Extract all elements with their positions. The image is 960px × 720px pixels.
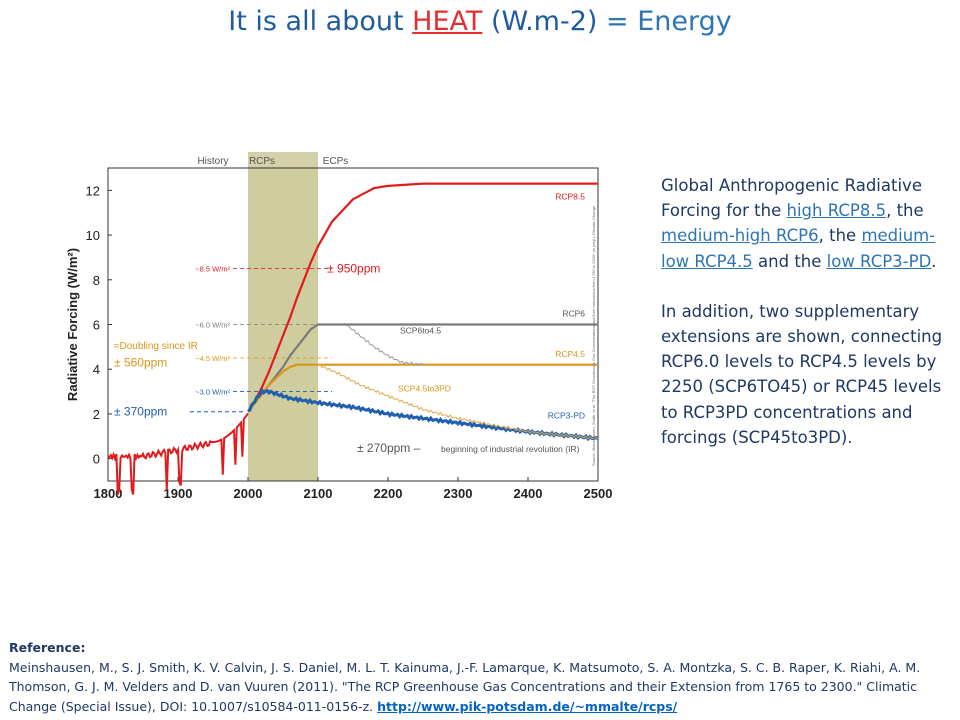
annotation-270ppm-note: beginning of industrial revolution (IR) [441,444,580,454]
series-line-rcp4-5 [247,363,598,413]
period-label: ECPs [323,156,349,167]
x-tick-label: 1800 [94,486,123,501]
level-label: ~3.0 W/m² [195,388,230,397]
x-tick-label: 2500 [584,486,613,501]
radiative-forcing-chart: History RCPs ECPs 0 2 4 6 8 10 12 1800 1900 2000 2100… [65,152,613,501]
desc-text-5: . [931,251,937,271]
annotation-950ppm: ± 950ppm [327,262,380,276]
desc-text-3: , the [818,226,862,246]
series-line-rcp6 [247,323,598,413]
x-tick-label: 2400 [514,486,543,501]
desc-text-1: Global Anthropogenic Radiative Forcing f… [661,176,922,221]
x-tick-label: 2300 [444,486,473,501]
description: Global Anthropogenic Radiative Forcing f… [661,173,953,475]
period-band [108,152,598,168]
history-line [107,412,249,495]
series-line-scp4-5to3pd [317,363,599,440]
series-label: RCP3-PD [548,410,585,420]
y-tick-label: 10 [86,228,100,243]
reference-text: Meinshausen, M., S. J. Smith, K. V. Calv… [9,659,921,714]
y-tick-label: 2 [93,407,100,422]
annotation-560ppm: ± 560ppm [114,356,167,370]
annotation-270ppm: ± 270ppm – [357,441,421,455]
x-tick-label: 2100 [304,486,333,501]
series-label: RCP8.5 [555,191,585,201]
title-heat: HEAT [412,6,483,37]
series-label: RCP6 [562,309,585,319]
y-tick-label: 6 [93,318,100,333]
y-tick-label: 0 [93,452,100,467]
y-tick-label: 8 [93,273,100,288]
x-tick-label: 1900 [164,486,193,501]
y-tick-label: 12 [86,183,100,198]
annotation-370ppm: ± 370ppm [114,405,167,419]
desc-text-4: and the [752,251,827,271]
series-label: SCP4.5to3PD [398,384,451,394]
annotation-doubling: ≈Doubling since IR [114,341,198,352]
description-paragraph-1: Global Anthropogenic Radiative Forcing f… [661,173,953,274]
series-line-rcp8-5 [247,182,598,413]
link-rcp6[interactable]: medium-high RCP6 [661,226,819,246]
title-part2: (W.m-2) [482,6,598,37]
y-tick-label: 4 [93,362,100,377]
period-label: History [197,156,228,167]
link-rcp3pd[interactable]: low RCP3-PD [826,251,932,271]
period-label: RCPs [249,156,275,167]
desc-text-2: , the [886,201,924,221]
title-part3: = Energy [597,6,732,37]
reference: Reference: Meinshausen, M., S. J. Smith,… [9,638,954,716]
series-label: SCP6to4.5 [400,325,441,335]
reference-url[interactable]: http://www.pik-potsdam.de/~mmalte/rcps/ [377,698,678,714]
series-label: RCP4.5 [555,349,585,359]
series-line-scp6to4-5 [345,324,424,367]
x-tick-label: 2200 [374,486,403,501]
level-label: ~6.0 W/m² [195,321,230,330]
title-part1: It is all about [228,6,413,37]
source-note: Source: Meinshausen, Smith, et al. "The … [591,205,596,466]
link-rcp45[interactable]: medium-low RCP4.5 [661,226,936,271]
page-title: It is all about HEAT (W.m-2) = Energy [0,6,960,37]
y-axis-label: Radiative Forcing (W/m²) [65,248,80,401]
level-label: ~4.5 W/m² [195,354,230,363]
link-rcp85[interactable]: high RCP8.5 [786,201,887,221]
period-band-rcps [248,152,318,168]
description-paragraph-2: In addition, two supplementary extension… [661,301,943,447]
x-tick-label: 2000 [234,486,263,501]
reference-heading: Reference: [9,640,86,655]
level-label: ~8.5 W/m² [195,265,230,274]
